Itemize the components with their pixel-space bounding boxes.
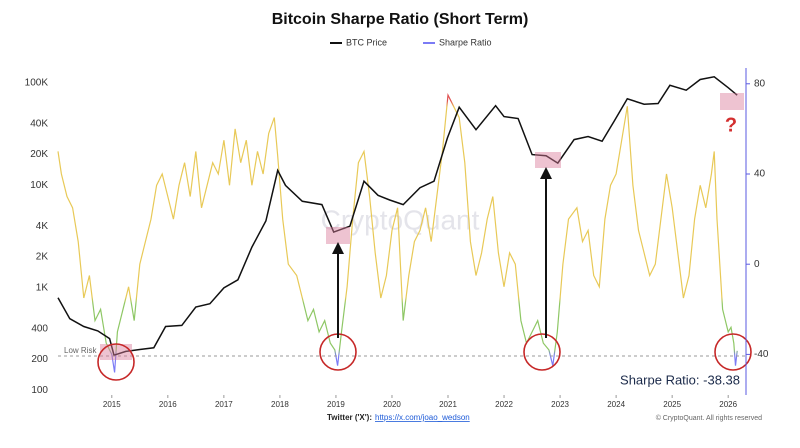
y2-tick-label: 80 [754,78,766,89]
x-tick-label: 2025 [663,400,681,409]
box [326,227,350,244]
x-tick-label: 2016 [159,400,177,409]
x-tick-label: 2019 [327,400,345,409]
circle [714,333,752,371]
y2-tick-label: 40 [754,169,766,180]
x-tick-label: 2024 [607,400,625,409]
y-tick-label: 2K [36,252,49,263]
x-tick-label: 2018 [271,400,289,409]
y-tick-label: 100K [25,78,49,89]
price-line [57,75,738,357]
circle [523,333,561,371]
y-tick-label: 40K [30,118,48,129]
x-tick-label: 2022 [495,400,513,409]
x-tick-label: 2017 [215,400,233,409]
box [720,93,744,110]
low-risk-label: Low Risk [64,346,97,355]
sharpe-line [57,92,738,373]
box [100,344,132,360]
x-tick-label: 2023 [551,400,569,409]
highlight-boxes [100,93,744,360]
y-tick-label: 4K [36,221,49,232]
y-tick-label: 20K [30,149,48,160]
y-tick-label: 200 [31,354,48,365]
x-tick-label: 2015 [103,400,121,409]
y-tick-label: 10K [30,180,48,191]
legend-label: BTC Price [346,37,387,47]
chart-title: Bitcoin Sharpe Ratio (Short Term) [272,11,529,28]
current-value: Sharpe Ratio: -38.38 [620,372,740,387]
x-tick-label: 2020 [383,400,401,409]
y-tick-label: 100 [31,385,48,396]
plot: 100 200 400 1K 2K 4K 10K 20K 40K 100K -40 0 40 80 2015… [25,37,769,409]
y-tick-label: 400 [31,323,48,334]
x-tick-label: 2026 [719,400,737,409]
question-mark: ? [725,114,737,136]
watermark: CryptoQuant [321,204,480,235]
y2-tick-label: -40 [754,349,769,360]
box [535,152,561,168]
x-tick-label: 2021 [439,400,457,409]
copyright: © CryptoQuant. All rights reserved [656,414,762,422]
legend-item: BTC Price [330,37,387,47]
legend-label: Sharpe Ratio [439,37,492,47]
circle [97,343,135,381]
legend-item: Sharpe Ratio [423,37,492,47]
y2-tick-label: 0 [754,259,760,270]
twitter-label: Twitter ('X'): [327,413,372,422]
twitter-link[interactable]: https://x.com/joao_wedson [375,413,470,422]
y-tick-label: 1K [36,283,49,294]
